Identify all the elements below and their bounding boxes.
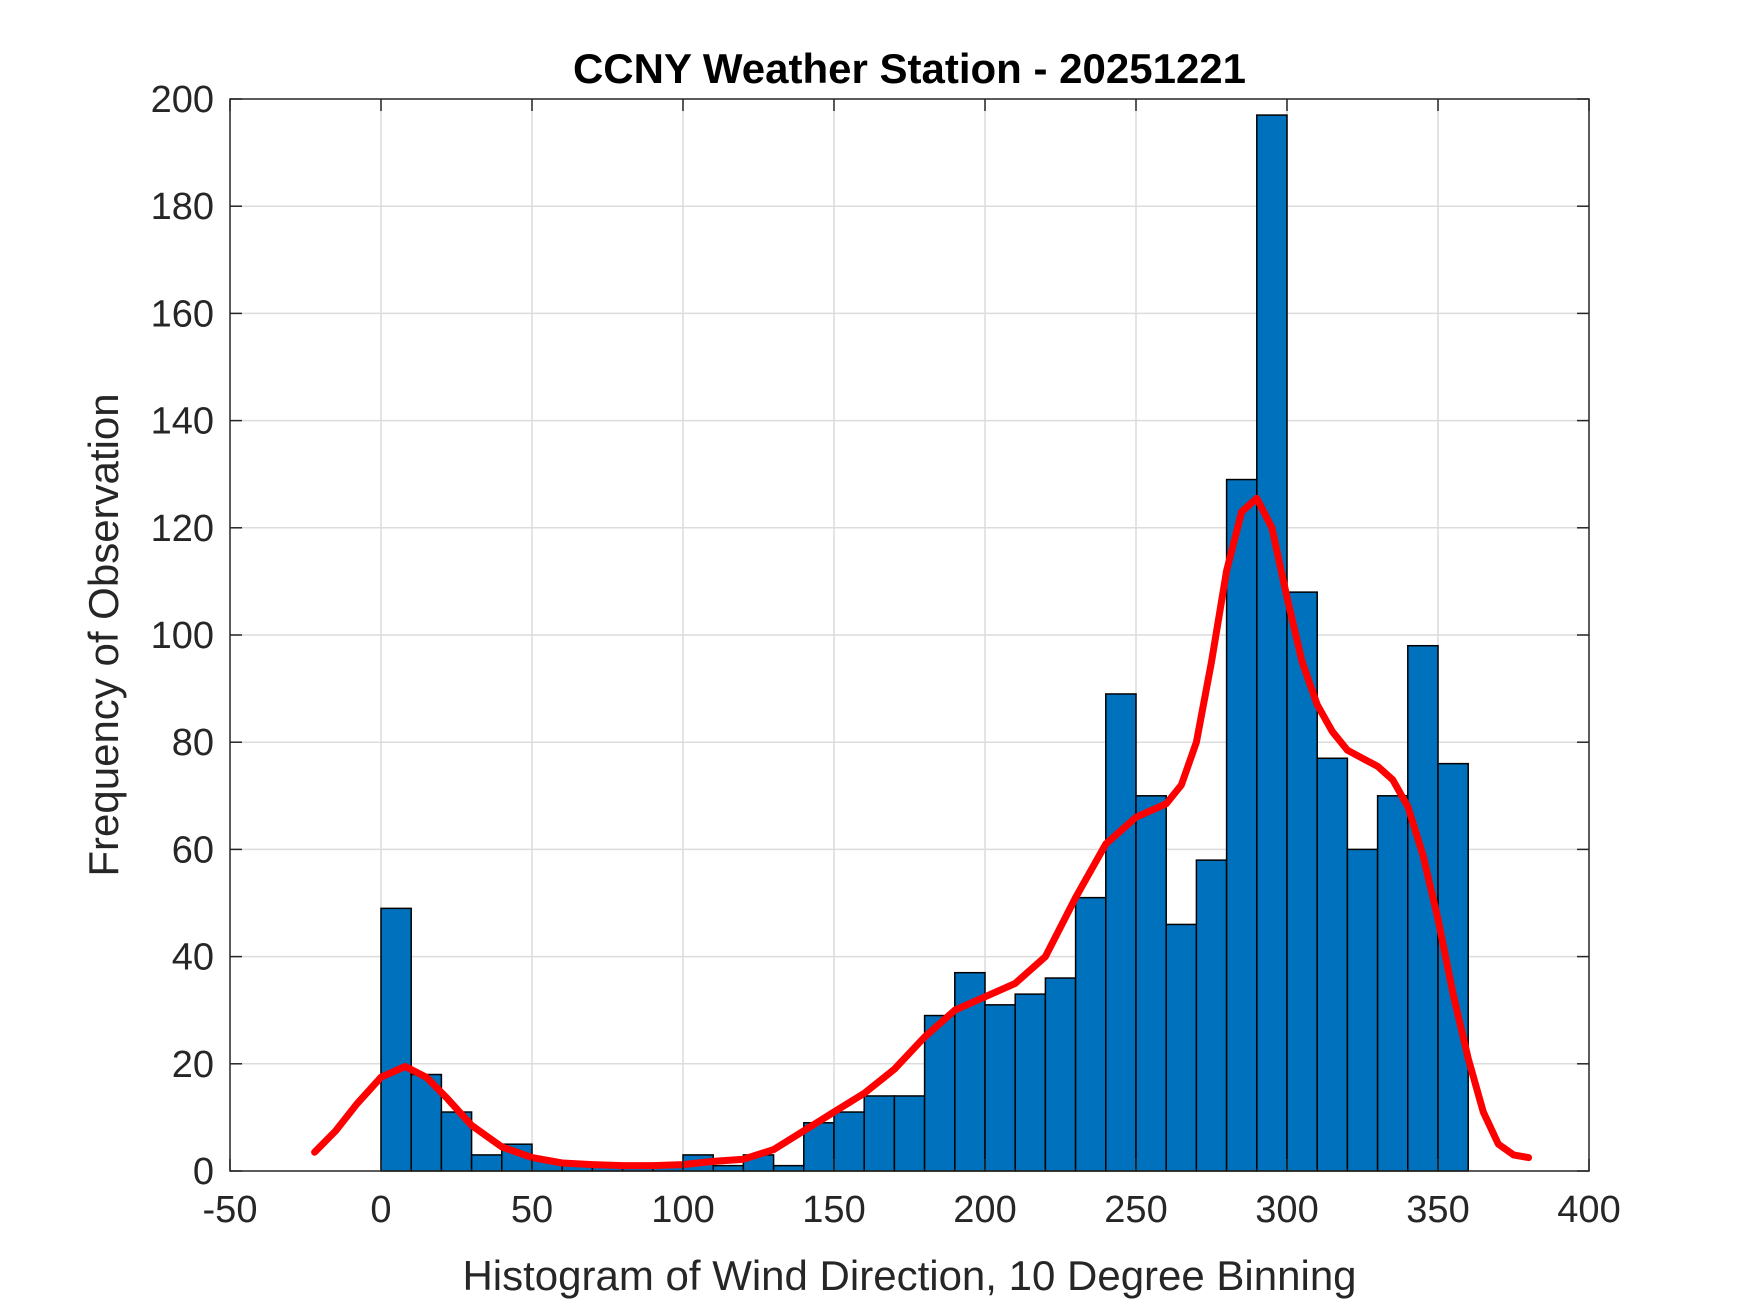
histogram-bar [712, 1164, 745, 1172]
x-tick-label: 50 [511, 1189, 553, 1231]
y-tick-label: 40 [172, 937, 214, 979]
histogram-bar [1165, 923, 1198, 1172]
y-tick-label: 100 [151, 615, 214, 657]
x-tick-label: 150 [802, 1189, 865, 1231]
histogram-bar [1225, 478, 1258, 1172]
histogram-bar [1014, 993, 1047, 1172]
histogram-bar [1105, 693, 1137, 1172]
x-tick-label: 400 [1557, 1189, 1620, 1231]
y-tick-label: 20 [172, 1044, 214, 1086]
x-tick-label: 0 [370, 1189, 391, 1231]
histogram-bar [1256, 114, 1288, 1172]
histogram-bar [380, 907, 412, 1172]
y-axis-label: Frequency of Observation [80, 393, 127, 876]
histogram-bar [923, 1014, 956, 1172]
axis-ticks [229, 98, 1590, 1172]
y-tick-label: 140 [151, 401, 214, 443]
x-tick-label: 200 [953, 1189, 1016, 1231]
y-tick-label: 120 [151, 508, 214, 550]
histogram-bar [984, 1004, 1016, 1172]
histogram-bar [1195, 859, 1228, 1172]
histogram-bar [863, 1095, 896, 1172]
x-axis-label: Histogram of Wind Direction, 10 Degree B… [462, 1252, 1356, 1299]
fit-curve-line [311, 494, 1533, 1170]
histogram-bar [772, 1164, 805, 1172]
y-tick-label: 180 [151, 186, 214, 228]
chart-title: CCNY Weather Station - 20251221 [573, 45, 1246, 92]
y-tick-label: 80 [172, 722, 214, 764]
y-tick-label: 160 [151, 293, 214, 335]
histogram-bar [893, 1095, 926, 1172]
y-tick-label: 200 [151, 79, 214, 121]
x-tick-label: 100 [651, 1189, 714, 1231]
fit-curve-layer [311, 494, 1533, 1170]
histogram-bar [1135, 795, 1167, 1172]
histogram-bar [1316, 757, 1349, 1172]
histogram-bar [1044, 977, 1077, 1172]
y-tick-label: 0 [193, 1151, 214, 1193]
histogram-bar [470, 1154, 503, 1172]
histogram-bar [1437, 762, 1469, 1172]
x-tick-label: -50 [203, 1189, 258, 1231]
histogram-bar [1346, 848, 1379, 1172]
histogram-bar [1376, 795, 1409, 1172]
x-tick-label: 250 [1104, 1189, 1167, 1231]
histogram-bar [1286, 591, 1318, 1172]
histogram-bar [1074, 896, 1107, 1172]
tick-labels: -50 0 50 100 150 200 250 300 350 4000204060801001… [151, 79, 1621, 1231]
x-tick-label: 300 [1255, 1189, 1318, 1231]
x-tick-label: 350 [1406, 1189, 1469, 1231]
y-tick-label: 60 [172, 829, 214, 871]
histogram-bar [833, 1111, 865, 1172]
